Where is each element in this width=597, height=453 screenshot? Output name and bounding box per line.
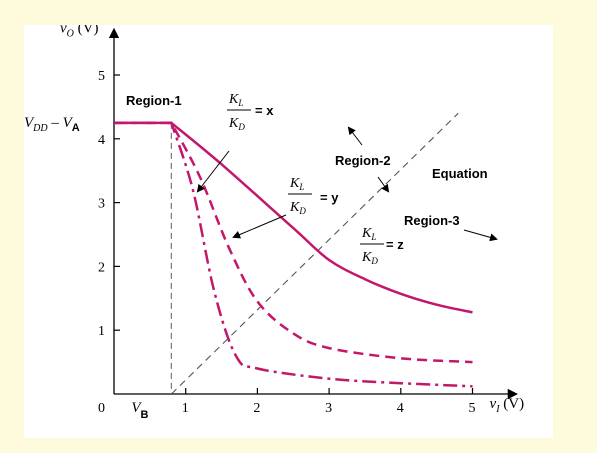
x-tick-label: 2 <box>253 401 260 416</box>
vb-label: VB <box>131 400 148 421</box>
y-tick-label: 4 <box>98 133 105 148</box>
x-tick-label: 4 <box>397 401 404 416</box>
ratio-value: = z <box>386 237 404 252</box>
ratio-value: = y <box>320 190 339 205</box>
equation-label: Equation <box>432 166 488 181</box>
equation-line <box>171 112 459 395</box>
chart-frame: 1 2 3 4 5 1 2 3 4 5 vO (V) vI (V) 0 VDD – VA VB K… <box>24 25 553 438</box>
ratio-denominator: KD <box>289 200 306 216</box>
region-2-label: Region-2 <box>335 153 391 168</box>
curve-kl-kd-x <box>114 121 473 314</box>
vdd-minus-va-label: VDD – VA <box>24 115 80 134</box>
y-tick-label: 1 <box>98 324 105 339</box>
region-1-label: Region-1 <box>126 93 182 108</box>
y-tick-label: 5 <box>98 69 105 84</box>
ratio-label-z: KL KD = z <box>360 226 404 266</box>
region-boundary-arrow <box>377 176 390 193</box>
y-axis-label: vO (V) <box>60 25 98 39</box>
x-tick-label: 1 <box>182 401 189 416</box>
axis-ticks: 1 2 3 4 5 1 2 3 4 5 <box>98 69 476 416</box>
y-tick-label: 2 <box>98 260 105 275</box>
ratio-label-x: KL KD = x <box>227 92 274 132</box>
x-tick-label: 5 <box>469 401 476 416</box>
ratio-denominator: KD <box>228 116 245 132</box>
ratio-numerator: KL <box>361 226 376 242</box>
transfer-characteristic-chart: 1 2 3 4 5 1 2 3 4 5 vO (V) vI (V) 0 VDD – VA VB K… <box>24 25 525 421</box>
pointer-arrow-y <box>232 214 287 239</box>
curve-kl-kd-z <box>114 121 473 388</box>
pointer-arrow-x <box>196 150 230 193</box>
ratio-denominator: KD <box>361 250 378 266</box>
ratio-label-y: KL KD = y <box>288 176 339 216</box>
region-3-label: Region-3 <box>404 213 460 228</box>
ratio-numerator: KL <box>228 92 243 108</box>
region-2-arrow <box>347 126 363 146</box>
y-tick-label: 3 <box>98 197 105 212</box>
ratio-value: = x <box>255 103 274 118</box>
x-axis-label: vI (V) <box>490 396 525 415</box>
origin-label: 0 <box>98 401 105 416</box>
x-tick-label: 3 <box>325 401 332 416</box>
curve-kl-kd-y <box>114 121 473 364</box>
region-3-arrow <box>463 229 498 242</box>
ratio-numerator: KL <box>289 176 304 192</box>
